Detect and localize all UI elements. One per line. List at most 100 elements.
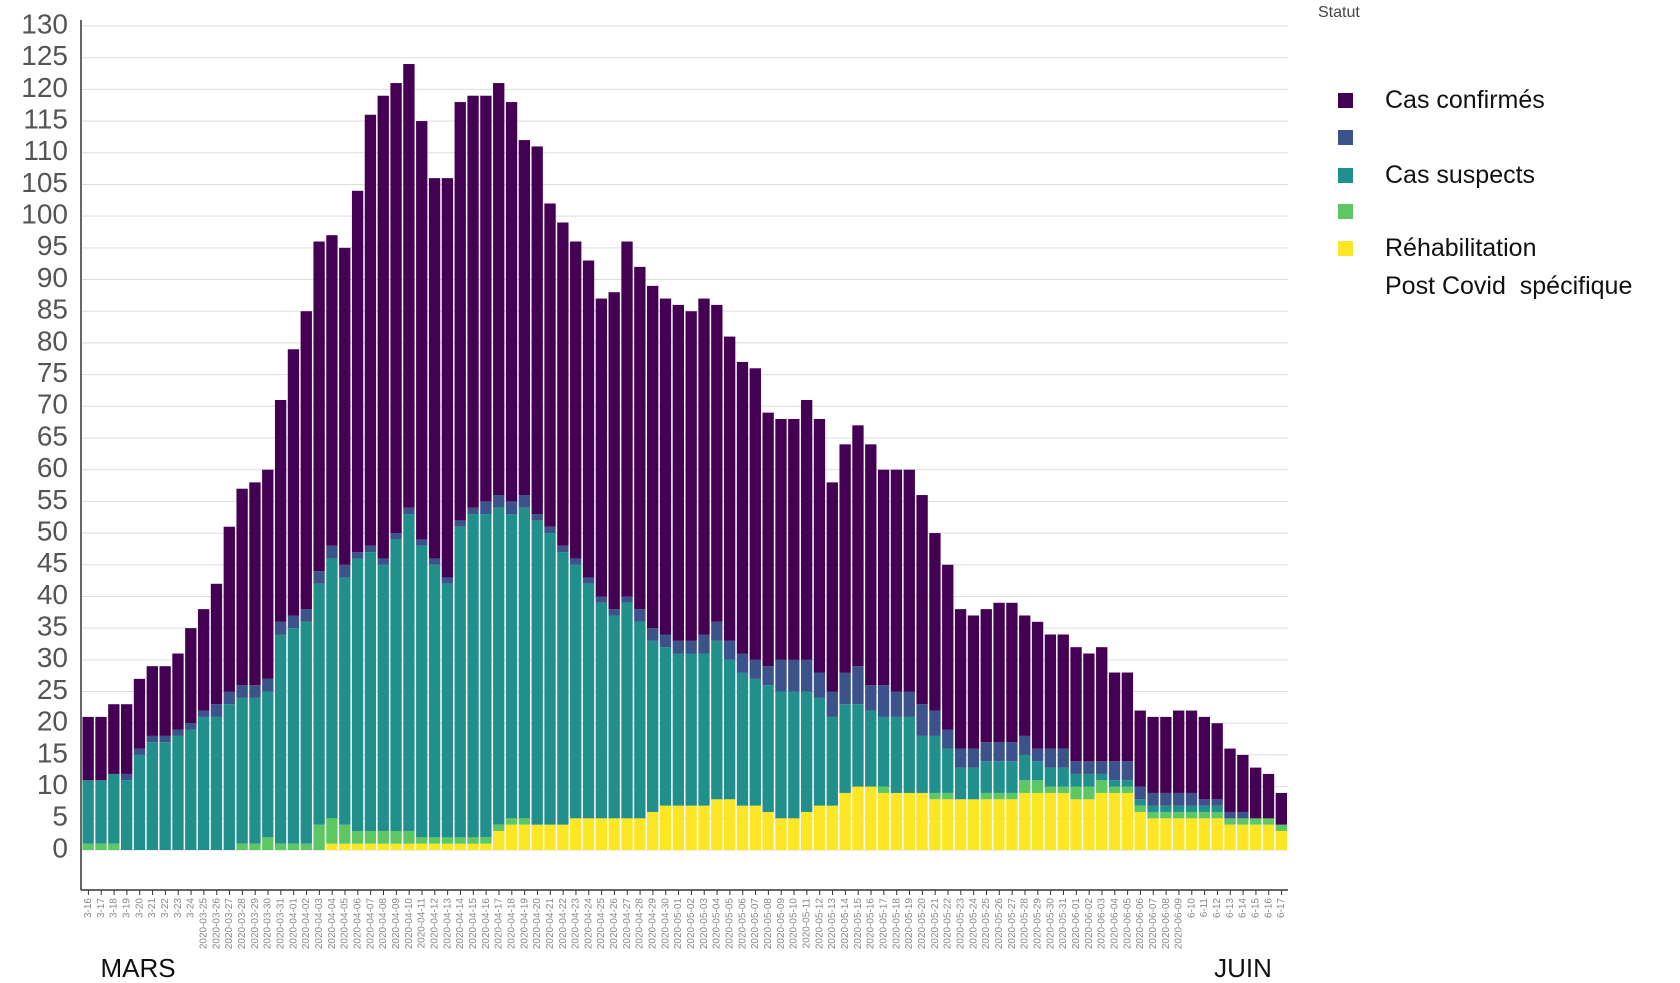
legend-label: Cas confirmés [1385,86,1545,115]
bar-segment [852,704,864,787]
bar-segment [364,545,377,553]
bar-segment [967,615,980,749]
annotation: JUIN [1214,953,1272,983]
bar-segment [570,558,582,565]
x-tick-label: 2020-06-04 [1109,898,1120,950]
bar-segment [300,621,312,844]
bar-segment [826,691,838,717]
x-tick-label: 2020-06-05 [1122,898,1133,950]
bar-segment [210,704,223,717]
bar-segment [659,647,672,806]
x-tick-label: 2020-05-17 [879,898,890,950]
bar-segment [1262,818,1275,825]
y-tick-label: 80 [37,325,68,356]
x-tick-label: 2020-06-03 [1097,898,1108,950]
bar-segment [929,735,941,793]
x-tick-label: 2020-05-12 [814,898,825,950]
bar-segment [775,659,787,692]
y-tick-label: 60 [37,452,68,483]
y-tick-label: 65 [37,420,68,451]
y-tick-label: 130 [21,8,68,39]
bar-segment [223,704,235,850]
x-tick-label: 2020-05-19 [904,898,915,950]
bar-segment [736,672,749,806]
bar-segment [146,735,158,743]
bar-segment [1250,767,1262,819]
bar-segment [1173,792,1185,806]
legend-swatch [1338,203,1353,219]
bar-segment [390,843,402,850]
bar-segment [416,837,428,844]
bar-segment [852,666,864,705]
bar-segment [287,628,300,844]
bar-segment [1006,792,1018,800]
bar-segment [852,425,864,667]
bar-segment [480,501,492,515]
bar-segment [172,735,184,850]
bar-segment [108,704,120,774]
x-tick-label: 2020-06-01 [1071,898,1082,950]
bar-segment [428,564,441,838]
bar-segment [570,241,582,559]
bar-segment [1083,799,1095,850]
bar-segment [416,843,428,850]
bar-segment [274,399,287,622]
bar-segment [685,311,697,641]
bar-segment [749,368,761,660]
bar-segment [1031,792,1044,850]
x-tick-label: 2020-03-31 [276,898,287,950]
bar-segment [672,640,684,654]
bar-segment [1134,805,1146,812]
bar-segment [467,843,479,850]
bar-segment [518,818,531,825]
y-tick-label: 5 [52,801,68,832]
bar-segment [274,843,287,850]
bar-segment [441,178,454,578]
bar-segment [326,818,338,844]
x-tick-label: 2020-06-09 [1174,898,1185,950]
y-tick-label: 95 [37,230,68,261]
bar-segment [351,552,364,559]
bar-segment [980,792,992,800]
x-tick-label: 2020-05-08 [763,898,774,950]
bar-segment [505,501,518,515]
bar-segment [262,691,274,838]
bar-segment [1198,811,1211,819]
x-tick-label: 2020-04-09 [391,898,402,950]
x-tick-label: 3-19 [122,898,133,918]
bar-segment [916,704,928,736]
y-tick-label: 105 [21,167,68,198]
bar-segment [544,533,556,825]
bar-segment [1108,672,1121,762]
x-tick-label: 6-17 [1276,898,1287,918]
bar-segment [839,704,851,793]
bar-segment [1044,786,1057,793]
x-tick-label: 2020-05-29 [1032,898,1043,950]
bar-segment [1019,735,1031,755]
bar-segment [723,659,736,800]
x-tick-label: 2020-05-04 [712,898,723,950]
x-tick-label: 2020-04-10 [404,898,415,950]
bar-segment [647,628,659,641]
x-tick-label: 2020-04-08 [378,898,389,950]
bar-segment [839,444,851,673]
bar-segment [377,843,389,850]
bar-segment [223,526,235,692]
bar-segment [493,507,505,825]
bar-segment [1224,824,1236,850]
bar-segment [210,716,223,850]
bar-segment [1031,780,1044,793]
bar-segment [916,495,928,705]
bar-segment [454,843,466,850]
x-tick-label: 6-12 [1212,898,1223,918]
bar-segment [775,418,787,660]
bar-segment [723,336,736,641]
bar-segment [659,805,672,850]
bar-segment [1185,805,1198,812]
bar-segment [518,824,531,850]
x-tick-label: 2020-04-16 [481,898,492,950]
bar-segment [185,628,197,724]
bar-segment [531,520,543,825]
bar-segment [813,672,826,698]
